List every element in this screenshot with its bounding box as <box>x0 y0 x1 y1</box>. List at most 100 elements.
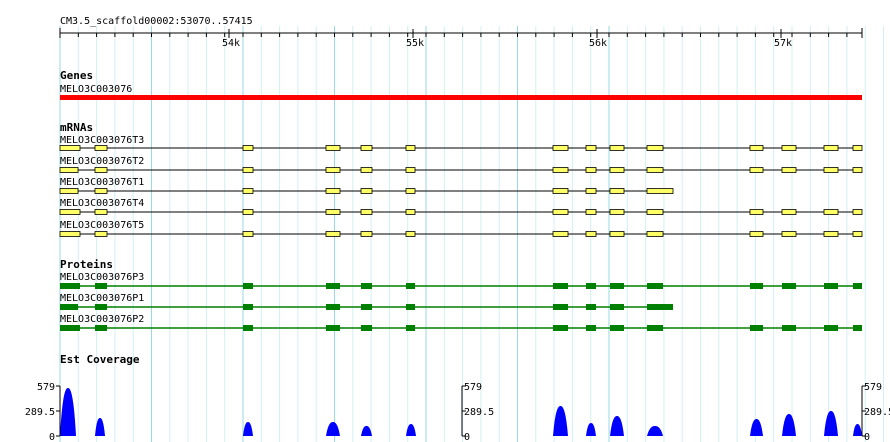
exon-block[interactable] <box>59 188 79 194</box>
exon-block[interactable] <box>59 145 81 151</box>
exon-block[interactable] <box>405 231 416 237</box>
mrna-features[interactable] <box>59 145 863 237</box>
exon-block[interactable] <box>94 209 108 215</box>
protein-block[interactable] <box>60 304 78 310</box>
exon-block[interactable] <box>823 209 839 215</box>
protein-block[interactable] <box>361 325 372 331</box>
protein-block[interactable] <box>326 325 340 331</box>
exon-block[interactable] <box>646 231 664 237</box>
mrna-feature-t5[interactable] <box>59 231 863 237</box>
protein-block[interactable] <box>824 325 838 331</box>
exon-block[interactable] <box>242 188 254 194</box>
protein-feature-p3[interactable] <box>60 283 862 289</box>
protein-block[interactable] <box>586 304 596 310</box>
exon-block[interactable] <box>852 167 863 173</box>
exon-block[interactable] <box>585 188 597 194</box>
exon-block[interactable] <box>360 231 373 237</box>
protein-features[interactable] <box>60 283 862 331</box>
protein-feature-p2[interactable] <box>60 325 862 331</box>
mrna-feature-t2[interactable] <box>59 167 863 173</box>
exon-block[interactable] <box>94 145 108 151</box>
exon-block[interactable] <box>609 231 625 237</box>
protein-block[interactable] <box>60 325 80 331</box>
exon-block[interactable] <box>94 231 108 237</box>
exon-block[interactable] <box>242 167 254 173</box>
protein-block[interactable] <box>243 325 253 331</box>
exon-block[interactable] <box>749 167 764 173</box>
exon-block[interactable] <box>749 209 764 215</box>
exon-block[interactable] <box>242 209 254 215</box>
protein-block[interactable] <box>647 304 673 310</box>
protein-block[interactable] <box>326 283 340 289</box>
exon-block[interactable] <box>646 188 674 194</box>
gene-feature-bar[interactable] <box>60 95 862 100</box>
exon-block[interactable] <box>781 231 797 237</box>
protein-block[interactable] <box>586 325 596 331</box>
protein-block[interactable] <box>824 283 838 289</box>
exon-block[interactable] <box>552 209 569 215</box>
protein-block[interactable] <box>406 283 415 289</box>
exon-block[interactable] <box>405 188 416 194</box>
exon-block[interactable] <box>325 188 341 194</box>
protein-block[interactable] <box>553 304 568 310</box>
exon-block[interactable] <box>325 167 341 173</box>
protein-block[interactable] <box>750 283 763 289</box>
protein-block[interactable] <box>406 304 415 310</box>
exon-block[interactable] <box>646 209 664 215</box>
exon-block[interactable] <box>360 209 373 215</box>
exon-block[interactable] <box>646 167 664 173</box>
protein-block[interactable] <box>610 283 624 289</box>
exon-block[interactable] <box>823 167 839 173</box>
protein-block[interactable] <box>553 283 568 289</box>
exon-block[interactable] <box>360 145 373 151</box>
protein-block[interactable] <box>60 283 80 289</box>
protein-block[interactable] <box>647 283 663 289</box>
exon-block[interactable] <box>823 231 839 237</box>
exon-block[interactable] <box>781 145 797 151</box>
exon-block[interactable] <box>609 188 625 194</box>
exon-block[interactable] <box>325 145 341 151</box>
exon-block[interactable] <box>609 209 625 215</box>
exon-block[interactable] <box>94 167 108 173</box>
exon-block[interactable] <box>59 231 81 237</box>
mrna-feature-t3[interactable] <box>59 145 863 151</box>
protein-feature-p1[interactable] <box>60 304 673 310</box>
exon-block[interactable] <box>646 145 664 151</box>
exon-block[interactable] <box>609 167 625 173</box>
protein-block[interactable] <box>610 304 624 310</box>
exon-block[interactable] <box>242 231 254 237</box>
exon-block[interactable] <box>325 231 341 237</box>
exon-block[interactable] <box>585 167 597 173</box>
exon-block[interactable] <box>585 231 597 237</box>
protein-block[interactable] <box>243 304 253 310</box>
protein-block[interactable] <box>95 304 107 310</box>
exon-block[interactable] <box>405 145 416 151</box>
exon-block[interactable] <box>552 145 569 151</box>
protein-block[interactable] <box>406 325 415 331</box>
exon-block[interactable] <box>749 231 764 237</box>
protein-block[interactable] <box>361 283 372 289</box>
exon-block[interactable] <box>749 145 764 151</box>
exon-block[interactable] <box>552 167 569 173</box>
protein-block[interactable] <box>853 325 862 331</box>
exon-block[interactable] <box>609 145 625 151</box>
protein-block[interactable] <box>95 283 107 289</box>
protein-block[interactable] <box>553 325 568 331</box>
exon-block[interactable] <box>823 145 839 151</box>
exon-block[interactable] <box>94 188 108 194</box>
exon-block[interactable] <box>360 188 373 194</box>
mrna-feature-t1[interactable] <box>59 188 674 194</box>
protein-block[interactable] <box>750 325 763 331</box>
exon-block[interactable] <box>781 167 797 173</box>
protein-block[interactable] <box>647 325 663 331</box>
protein-block[interactable] <box>586 283 596 289</box>
exon-block[interactable] <box>852 145 863 151</box>
protein-block[interactable] <box>243 283 253 289</box>
exon-block[interactable] <box>585 145 597 151</box>
exon-block[interactable] <box>59 209 81 215</box>
exon-block[interactable] <box>405 209 416 215</box>
protein-block[interactable] <box>610 325 624 331</box>
exon-block[interactable] <box>781 209 797 215</box>
exon-block[interactable] <box>585 209 597 215</box>
